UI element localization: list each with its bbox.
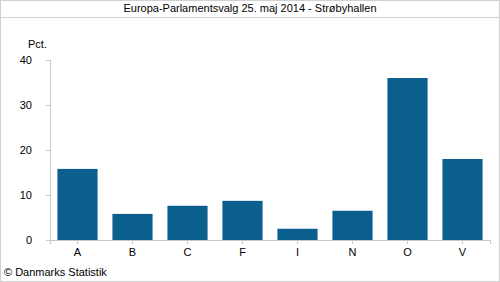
x-tick-mark — [297, 240, 298, 244]
bar — [112, 214, 152, 240]
x-tick-mark — [407, 240, 408, 244]
x-tick-label: I — [296, 246, 299, 258]
bar — [57, 169, 97, 240]
x-tick: F — [239, 240, 246, 258]
y-tick-label: 40 — [20, 54, 32, 66]
bar — [277, 229, 317, 240]
x-tick-mark — [352, 240, 353, 244]
y-tick-mark — [46, 195, 50, 196]
title: Europa-Parlamentsvalg 25. maj 2014 - Str… — [123, 2, 376, 14]
x-tick: B — [129, 240, 136, 258]
source-note: © Danmarks Statistik — [4, 266, 107, 278]
x-tick-label: A — [74, 246, 82, 258]
x-tick-label: O — [403, 246, 412, 258]
bar — [442, 159, 482, 240]
y-tick-mark — [46, 150, 50, 151]
x-tick: C — [184, 240, 192, 258]
x-tick-label: C — [184, 246, 192, 258]
x-axis: ABCFINOV — [51, 240, 491, 258]
y-tick-mark — [46, 60, 50, 61]
x-tick-mark — [242, 240, 243, 244]
frame — [1, 1, 500, 282]
x-tick: O — [403, 240, 412, 258]
bar — [332, 211, 372, 240]
bar — [167, 206, 207, 240]
bar — [222, 201, 262, 240]
x-axis-line — [51, 241, 491, 245]
title-rule — [0, 17, 500, 18]
x-tick-mark — [132, 240, 133, 244]
y-axis-line — [46, 61, 51, 241]
y-tick-label: 20 — [20, 144, 32, 156]
y-tick-label: 10 — [20, 189, 32, 201]
x-tick-label: N — [349, 246, 357, 258]
x-tick-mark — [77, 240, 78, 244]
y-tick-mark — [46, 240, 50, 241]
chart: Europa-Parlamentsvalg 25. maj 2014 - Str… — [0, 0, 500, 282]
y-tick-label: 0 — [26, 234, 32, 246]
bar — [387, 78, 427, 240]
y-tick-mark — [46, 105, 50, 106]
y-axis-label: Pct. — [28, 38, 47, 50]
y-tick: 40 — [20, 54, 50, 66]
y-tick: 30 — [20, 99, 50, 111]
annotations: © Danmarks Statistik — [4, 266, 107, 278]
y-tick: 10 — [20, 189, 50, 201]
x-tick-label: F — [239, 246, 246, 258]
bars — [57, 78, 482, 240]
y-axis: 0 10 20 30 40 — [20, 54, 51, 246]
y-tick: 0 — [26, 234, 50, 246]
x-tick-mark — [187, 240, 188, 244]
y-tick: 20 — [20, 144, 50, 156]
y-tick-label: 30 — [20, 99, 32, 111]
x-tick: I — [296, 240, 299, 258]
x-tick: N — [349, 240, 357, 258]
x-tick: A — [74, 240, 82, 258]
x-tick-label: B — [129, 246, 136, 258]
x-tick-label: V — [459, 246, 467, 258]
x-tick: V — [459, 240, 467, 258]
x-tick-mark — [462, 240, 463, 244]
